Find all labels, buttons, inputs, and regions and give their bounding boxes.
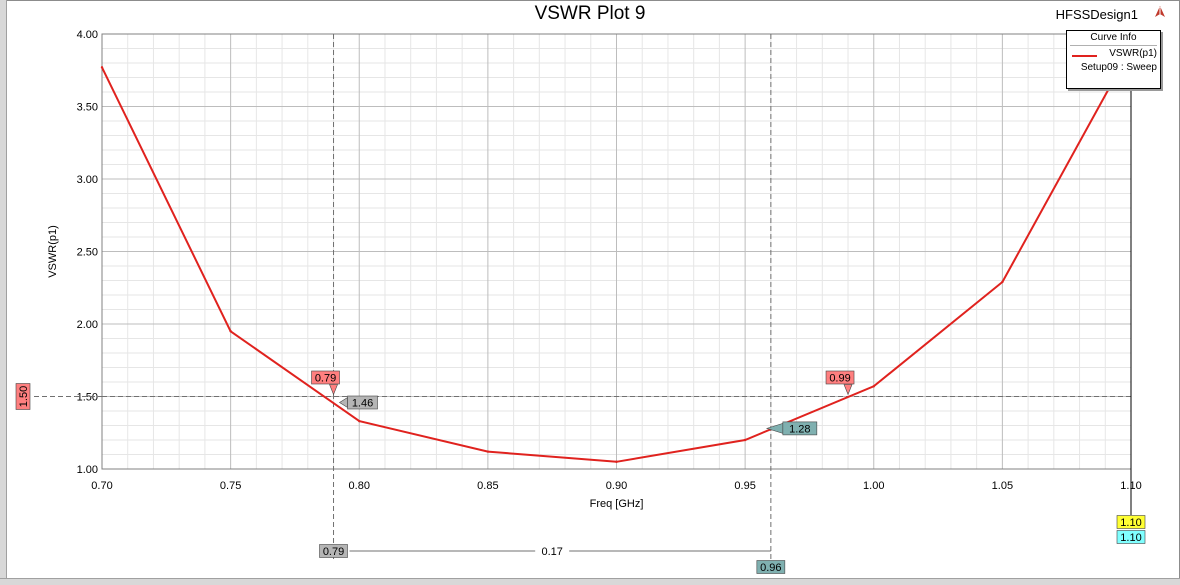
delta-label: 0.17 [535,544,570,558]
legend-header: Curve Info [1090,32,1137,43]
bottom-right-label-bottom: 1.10 [1116,530,1146,544]
x-axis-label: Freq [GHz] [590,498,644,510]
bottom-right-label-top: 1.10 [1116,515,1146,529]
marker-value-label-text: 1.46 [352,398,373,410]
marker-tag-label-box [782,421,818,436]
bottom-right-label-top-text: 1.10 [1120,517,1141,529]
marker-point-label-text: 0.99 [829,373,850,385]
data-point [872,385,875,388]
window-left-border [0,0,7,584]
x-tick-label: 0.70 [91,480,112,492]
delta-label-text: 0.17 [541,546,562,558]
data-point [1001,280,1004,284]
bottom-right-label-bottom-text: 1.10 [1120,532,1141,544]
legend-swatch [1072,55,1097,57]
x-tick-label: 1.00 [863,480,884,492]
vline-label-left-text: 0.79 [323,546,344,558]
marker-point [843,384,853,396]
marker-point-label-text: 0.79 [315,373,336,385]
x-tick-label: 1.05 [992,480,1013,492]
marker-point [329,384,348,409]
marker-hline-label-box [15,383,31,410]
legend-divider [1070,45,1157,46]
vline-label-left: 0.79 [319,544,348,558]
y-tick-label: 3.00 [77,174,98,186]
marker-point-label-box [825,370,855,385]
bottom-right-label-top-box [1116,515,1146,529]
marker-point-pointer [329,384,338,396]
y-tick-label: 3.50 [77,102,98,114]
hfss-logo-icon [1155,6,1165,17]
marker-tag-label-text: 1.28 [789,423,810,435]
marker-point-pointer [843,384,853,396]
marker-tag-label: 1.28 [782,421,818,436]
x-tick-label: 0.75 [220,480,241,492]
y-tick-label: 2.50 [77,247,98,259]
y-tick-label: 1.00 [77,464,98,476]
chart-title: VSWR Plot 9 [534,3,646,24]
vline-label-right-box [756,560,786,574]
vline-label-right: 0.96 [756,560,786,574]
data-point [743,438,747,442]
legend-box[interactable]: Curve Info VSWR(p1) Setup09 : Sweep [1066,30,1161,89]
marker-hline-label-text: 1.50 [18,386,30,407]
bottom-right-label-bottom-box [1116,530,1146,544]
y-tick-label: 4.00 [77,29,98,41]
y-tick-label: 2.00 [77,319,98,331]
marker-value-label: 1.46 [347,395,378,410]
vline-label-left-box [319,544,348,558]
window-bottom-border [0,578,1180,585]
data-point [229,330,232,333]
y-tick-label: 1.50 [77,392,98,404]
legend-setup: Setup09 : Sweep [1080,62,1157,73]
design-name: HFSSDesign1 [1055,7,1138,22]
marker-value-label-box [347,395,378,410]
x-tick-label: 0.95 [734,480,755,492]
legend-series-name: VSWR(p1) [1109,48,1157,59]
x-tick-label: 0.85 [477,480,498,492]
data-point [358,419,361,423]
y-axis-label: VSWR(p1) [47,225,59,278]
marker-hline-label: 1.50 [15,383,31,410]
x-tick-label: 0.90 [606,480,627,492]
marker-point-label: 0.79 [311,370,340,385]
x-tick-label: 0.80 [349,480,370,492]
marker-point-label-box [311,370,340,385]
data-point [486,450,490,453]
delta-label-bg [535,544,570,558]
data-point [615,460,618,463]
marker-point-label: 0.99 [825,370,855,385]
vline-label-right-text: 0.96 [760,562,781,574]
data-point [100,66,104,69]
